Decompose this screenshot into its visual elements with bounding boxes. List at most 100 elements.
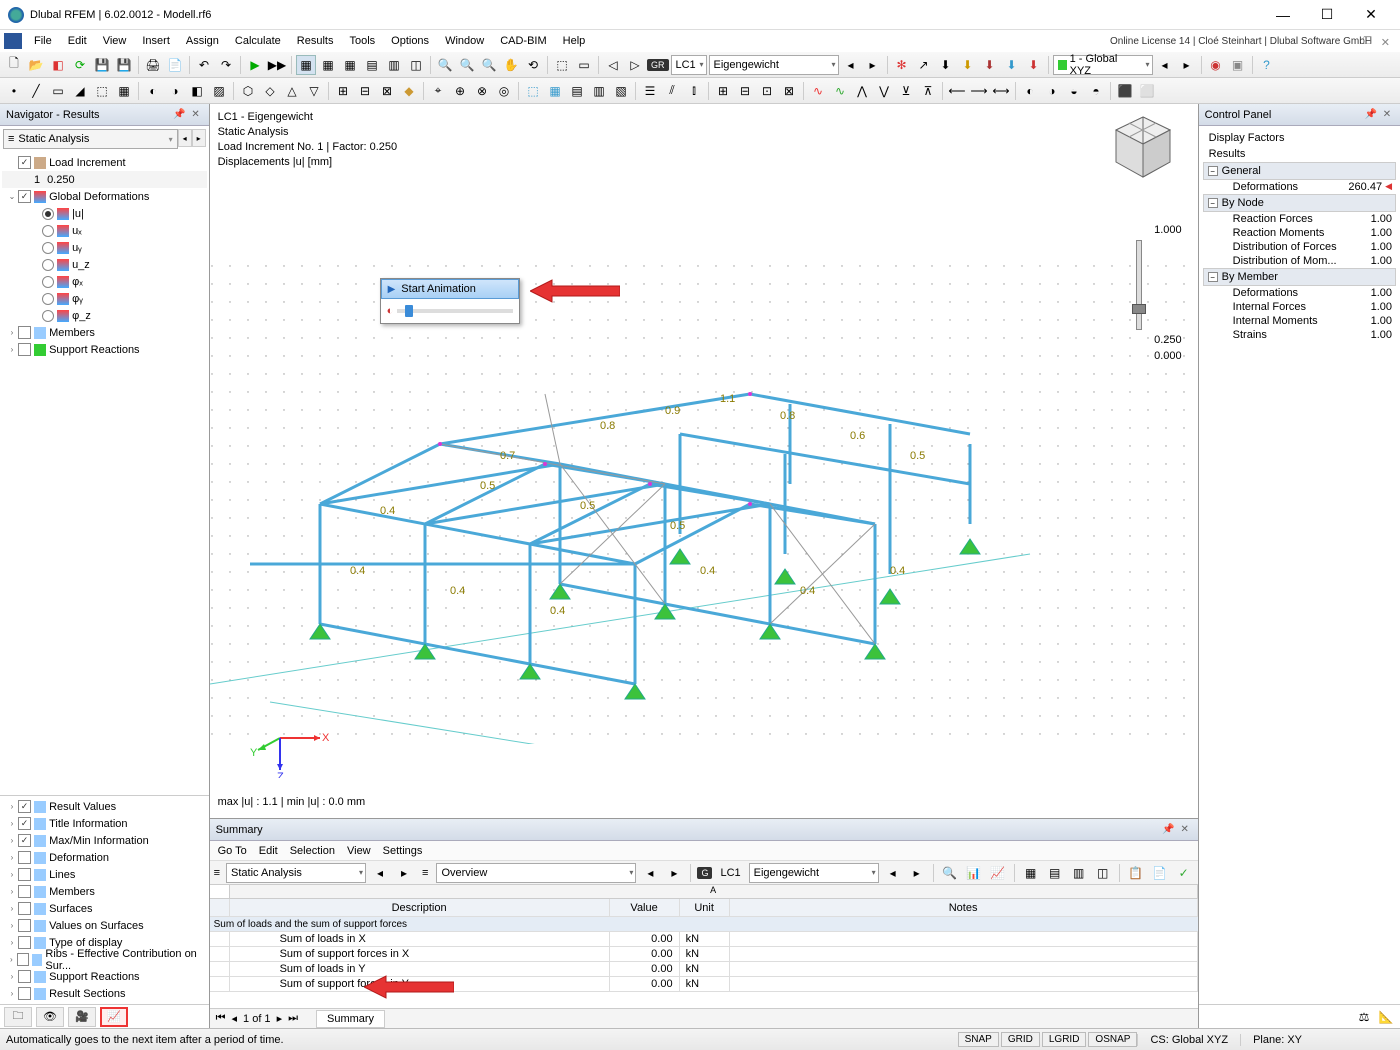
sumtb-4-icon[interactable]: ▦: [1021, 863, 1041, 883]
addon1-icon[interactable]: ◉: [1206, 55, 1226, 75]
menu-results[interactable]: Results: [289, 33, 342, 49]
summary-close-icon[interactable]: ✕: [1178, 823, 1192, 837]
t2-19-icon[interactable]: ⌖: [428, 81, 448, 101]
lc-next-icon[interactable]: ▸: [863, 55, 883, 75]
cp-footer-1-icon[interactable]: ⚖: [1354, 1007, 1374, 1027]
cp-close-icon[interactable]: ✕: [1380, 108, 1394, 122]
t2-30-icon[interactable]: ⫾: [684, 81, 704, 101]
navigator-pin-icon[interactable]: 📌: [173, 108, 187, 122]
def-label-4[interactable]: φₓ: [72, 276, 83, 288]
def-radio-1[interactable]: [42, 225, 54, 237]
sumtb-5-icon[interactable]: ▤: [1045, 863, 1065, 883]
nb-check-8[interactable]: [18, 936, 31, 949]
menu-cadbim[interactable]: CAD-BIM: [492, 33, 554, 49]
lc-name-combo[interactable]: Eigengewicht: [709, 55, 839, 75]
t2-47-icon[interactable]: ◓: [1086, 81, 1106, 101]
menu-assign[interactable]: Assign: [178, 33, 227, 49]
def-label-5[interactable]: φᵧ: [72, 293, 83, 305]
pager-tab[interactable]: Summary: [316, 1010, 385, 1028]
sumtb-10-icon[interactable]: ✓: [1174, 863, 1194, 883]
t2-17-icon[interactable]: ⊠: [377, 81, 397, 101]
t2-27-icon[interactable]: ▧: [611, 81, 631, 101]
cp-toggle-0[interactable]: −: [1208, 166, 1218, 176]
load-inc-check[interactable]: [18, 156, 31, 169]
t2-6-icon[interactable]: ▦: [114, 81, 134, 101]
summary-overview-combo[interactable]: Overview: [436, 863, 636, 883]
def-radio-5[interactable]: [42, 293, 54, 305]
summary-pin-icon[interactable]: 📌: [1162, 823, 1176, 837]
menu-calculate[interactable]: Calculate: [227, 33, 289, 49]
help-icon[interactable]: ?: [1257, 55, 1277, 75]
t2-43-icon[interactable]: ⟷: [991, 81, 1011, 101]
pager-prev-icon[interactable]: ◂: [232, 1012, 238, 1025]
menu-edit[interactable]: Edit: [60, 33, 95, 49]
summary-menu-selection[interactable]: Selection: [290, 845, 335, 857]
menu-view[interactable]: View: [95, 33, 135, 49]
t1c-icon[interactable]: ⬇: [936, 55, 956, 75]
close-button[interactable]: ✕: [1350, 1, 1392, 29]
members-label[interactable]: Members: [49, 327, 95, 339]
t2-1-icon[interactable]: •: [4, 81, 24, 101]
prev-icon[interactable]: ◁: [603, 55, 623, 75]
cp-item-val-2-2[interactable]: 1.00: [1344, 315, 1392, 327]
nb-check-3[interactable]: [18, 851, 31, 864]
cs-combo[interactable]: 1 - Global XYZ: [1053, 55, 1153, 75]
t2-16-icon[interactable]: ⊟: [355, 81, 375, 101]
cp-item-val-0-0[interactable]: 260.47: [1334, 181, 1382, 193]
t2-14-icon[interactable]: ▽: [304, 81, 324, 101]
t2-29-icon[interactable]: ⫽: [662, 81, 682, 101]
t2-44-icon[interactable]: ◐: [1020, 81, 1040, 101]
sumtb-1-icon[interactable]: 🔍: [940, 863, 960, 883]
view2-icon[interactable]: ▭: [574, 55, 594, 75]
t2-46-icon[interactable]: ◒: [1064, 81, 1084, 101]
summary-prev2-icon[interactable]: ◂: [640, 863, 660, 883]
summary-menu-goto[interactable]: Go To: [218, 845, 247, 857]
summary-analysis-combo[interactable]: Static Analysis: [226, 863, 366, 883]
members-check[interactable]: [18, 326, 31, 339]
model-viewport[interactable]: LC1 - Eigengewicht Static Analysis Load …: [210, 104, 1198, 818]
cp-item-val-2-0[interactable]: 1.00: [1344, 287, 1392, 299]
nav-footer-data-icon[interactable]: 🗀: [4, 1007, 32, 1027]
t2-5-icon[interactable]: ⬚: [92, 81, 112, 101]
print-icon[interactable]: 🖨: [143, 55, 163, 75]
t2-2-icon[interactable]: ╱: [26, 81, 46, 101]
cp-item-val-2-3[interactable]: 1.00: [1344, 329, 1392, 341]
nb-label-5[interactable]: Members: [49, 886, 95, 898]
def-radio-0[interactable]: [42, 208, 54, 220]
navigator-close-icon[interactable]: ✕: [189, 108, 203, 122]
t2-12-icon[interactable]: ◇: [260, 81, 280, 101]
cs-next-icon[interactable]: ▸: [1177, 55, 1197, 75]
rotate-icon[interactable]: ⟲: [523, 55, 543, 75]
nb-label-4[interactable]: Lines: [49, 869, 75, 881]
sumtb-8-icon[interactable]: 📋: [1126, 863, 1146, 883]
def-radio-3[interactable]: [42, 259, 54, 271]
summary-next1-icon[interactable]: ▸: [394, 863, 414, 883]
menu-insert[interactable]: Insert: [134, 33, 178, 49]
t2-38-icon[interactable]: ⋁: [874, 81, 894, 101]
def-label-3[interactable]: u_z: [72, 259, 90, 271]
load-increment-label[interactable]: Load Increment: [49, 157, 125, 169]
refresh-icon[interactable]: ⟳: [70, 55, 90, 75]
def-radio-6[interactable]: [42, 310, 54, 322]
cs-prev-icon[interactable]: ◂: [1155, 55, 1175, 75]
addon2-icon[interactable]: ▣: [1228, 55, 1248, 75]
t2-7-icon[interactable]: ◐: [143, 81, 163, 101]
maximize-button[interactable]: ☐: [1306, 1, 1348, 29]
undo-icon[interactable]: ↶: [194, 55, 214, 75]
def-radio-2[interactable]: [42, 242, 54, 254]
next-icon[interactable]: ▷: [625, 55, 645, 75]
t1f-icon[interactable]: ⬇: [1002, 55, 1022, 75]
pager-last-icon[interactable]: ⏭: [288, 1012, 298, 1025]
cp-item-val-1-2[interactable]: 1.00: [1344, 241, 1392, 253]
nb-check-0[interactable]: [18, 800, 31, 813]
t2-23-icon[interactable]: ⬚: [523, 81, 543, 101]
animation-slider[interactable]: [397, 309, 512, 313]
t1g-icon[interactable]: ⬇: [1024, 55, 1044, 75]
t2-9-icon[interactable]: ◧: [187, 81, 207, 101]
nb-label-10[interactable]: Support Reactions: [49, 971, 140, 983]
nb-check-6[interactable]: [18, 902, 31, 915]
lgrid-button[interactable]: LGRID: [1042, 1032, 1087, 1047]
nb-label-7[interactable]: Values on Surfaces: [49, 920, 144, 932]
t1e-icon[interactable]: ⬇: [980, 55, 1000, 75]
nb-check-9[interactable]: [17, 953, 29, 966]
